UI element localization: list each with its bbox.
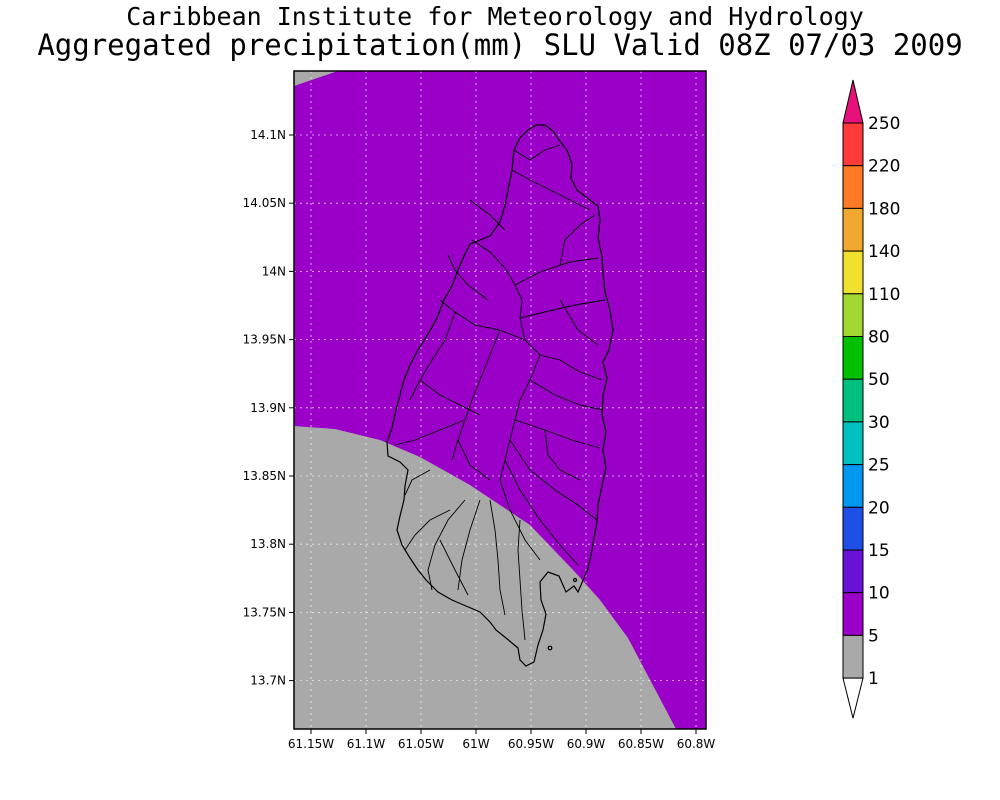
colorbar-segment: [842, 336, 864, 380]
colorbar-segment: [842, 165, 864, 209]
lon-tick-label: 60.85W: [618, 737, 664, 751]
colorbar-label: 10: [868, 584, 890, 604]
colorbar-label: 25: [868, 456, 890, 476]
lat-tick-label: 13.85N: [243, 469, 286, 483]
island-outline: [386, 124, 614, 667]
lat-tick-label: 13.95N: [243, 333, 286, 347]
colorbar-label: 15: [868, 541, 890, 561]
colorbar-segment: [842, 634, 864, 679]
rivers: [394, 144, 606, 641]
map-grid: [294, 71, 706, 729]
islet: [547, 645, 553, 651]
lat-tick-label: 13.8N: [250, 537, 286, 551]
lon-tick-label: 60.9W: [567, 737, 606, 751]
colorbar: 250 220 180 140 110 80 50 30 25 20 15 10 5 1: [842, 79, 900, 719]
islet: [572, 577, 578, 583]
precipitation-field: [294, 71, 706, 729]
colorbar-label: 5: [868, 626, 879, 646]
lat-tick-label: 13.75N: [243, 605, 286, 619]
lon-tick-label: 61.15W: [288, 737, 334, 751]
colorbar-label: 80: [868, 328, 890, 348]
lat-tick-label: 13.9N: [250, 401, 286, 415]
colorbar-segment: [842, 250, 864, 295]
colorbar-label: 140: [868, 242, 900, 262]
colorbar-label: 220: [868, 157, 900, 177]
colorbar-top-arrow: [842, 79, 864, 124]
colorbar-segment: [842, 293, 864, 337]
lat-tick-label: 14.1N: [250, 128, 286, 142]
colorbar-label: 20: [868, 498, 890, 518]
lon-tick-label: 61.1W: [347, 737, 386, 751]
longitude-axis: 61.15W 61.1W 61.05W 61W 60.95W 60.9W 60.85W 60.…: [288, 729, 716, 751]
coastline: [386, 124, 614, 667]
colorbar-segment: [842, 378, 864, 423]
precip-region-1-5mm-south: [294, 426, 676, 729]
colorbar-segment: [842, 421, 864, 466]
lon-tick-label: 60.8W: [677, 737, 716, 751]
colorbar-segment: [842, 207, 864, 252]
colorbar-label: 30: [868, 413, 890, 433]
map-frame: [293, 70, 707, 730]
lon-tick-label: 61W: [462, 737, 489, 751]
lat-tick-label: 14N: [262, 264, 286, 278]
colorbar-label: 180: [868, 199, 900, 219]
colorbar-segment: [842, 506, 864, 551]
chart-title-line-2: Aggregated precipitation(mm) SLU Valid 0…: [37, 28, 963, 62]
colorbar-label: 1: [868, 669, 879, 689]
lon-tick-label: 60.95W: [508, 737, 554, 751]
lon-tick-label: 61.05W: [398, 737, 444, 751]
lat-tick-label: 13.7N: [250, 674, 286, 688]
colorbar-label: 250: [868, 114, 900, 134]
precip-region-1-5mm-northwest: [294, 71, 338, 86]
colorbar-segment: [842, 464, 864, 508]
colorbar-segment: [842, 592, 864, 636]
colorbar-segment: [842, 122, 864, 167]
chart-title-line-1: Caribbean Institute for Meteorology and …: [126, 2, 864, 31]
lat-tick-label: 14.05N: [243, 196, 286, 210]
colorbar-bottom-arrow: [842, 677, 864, 719]
colorbar-segment: [842, 549, 864, 594]
colorbar-label: 110: [868, 285, 900, 305]
colorbar-label: 50: [868, 370, 890, 390]
latitude-axis: 14.1N 14.05N 14N 13.95N 13.9N 13.85N 13.8N 13.7…: [243, 128, 294, 688]
